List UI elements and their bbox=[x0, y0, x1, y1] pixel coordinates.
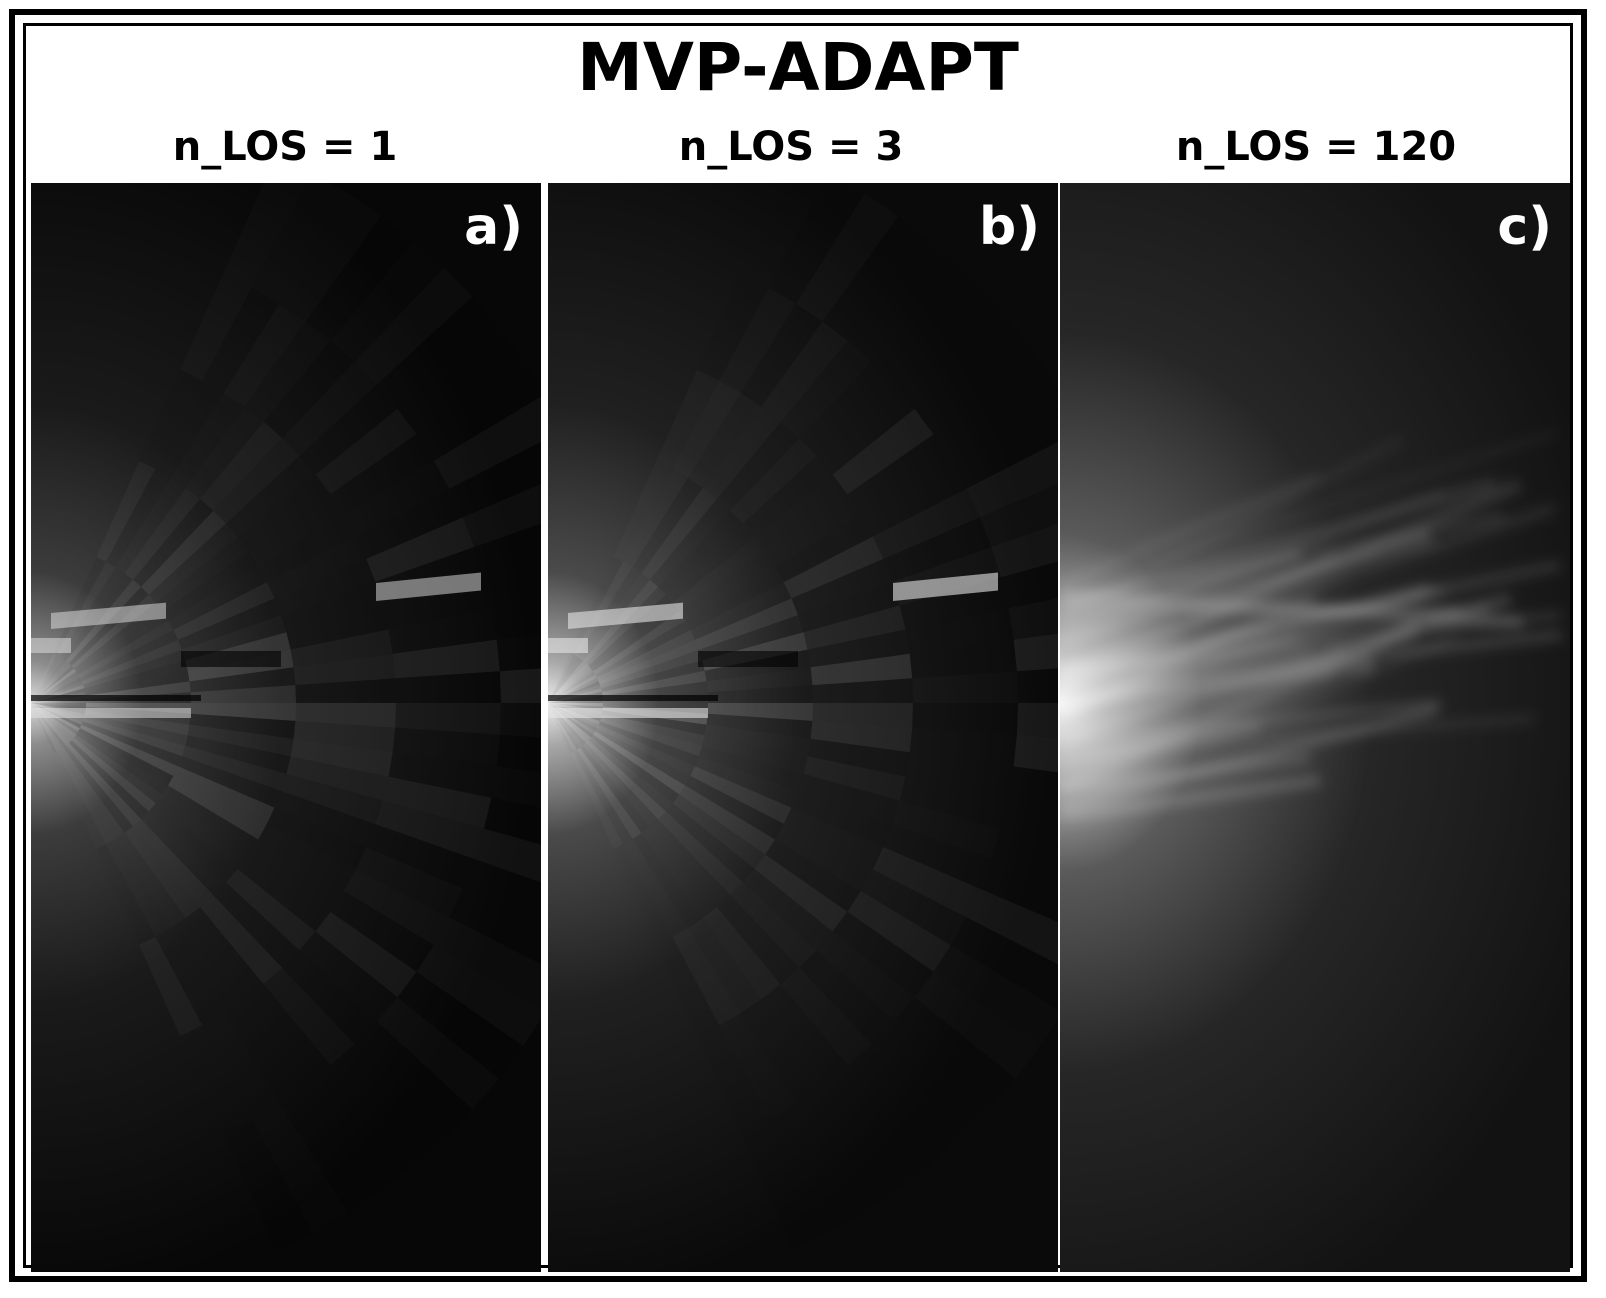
figure-frame: MVP-ADAPT n_LOS = 1 n_LOS = 3 n_LOS = 12… bbox=[9, 9, 1587, 1282]
figure-inner-border: MVP-ADAPT n_LOS = 1 n_LOS = 3 n_LOS = 12… bbox=[23, 23, 1573, 1272]
panel-c-label: c) bbox=[1497, 197, 1552, 257]
panel-c-rendering bbox=[1060, 183, 1570, 1272]
panel-a-image: a) bbox=[31, 183, 541, 1272]
panel-a-label: a) bbox=[464, 197, 523, 257]
panel-b-image: b) bbox=[548, 183, 1058, 1272]
column-heading-c: n_LOS = 120 bbox=[1175, 124, 1457, 170]
figure-title: MVP-ADAPT bbox=[577, 29, 1019, 106]
panel-c-image: c) bbox=[1060, 183, 1570, 1272]
column-heading-a: n_LOS = 1 bbox=[172, 124, 398, 170]
panel-b-rendering bbox=[548, 183, 1058, 1272]
panel-b-label: b) bbox=[979, 197, 1040, 257]
column-heading-b: n_LOS = 3 bbox=[678, 124, 904, 170]
panel-a-rendering bbox=[31, 183, 541, 1272]
